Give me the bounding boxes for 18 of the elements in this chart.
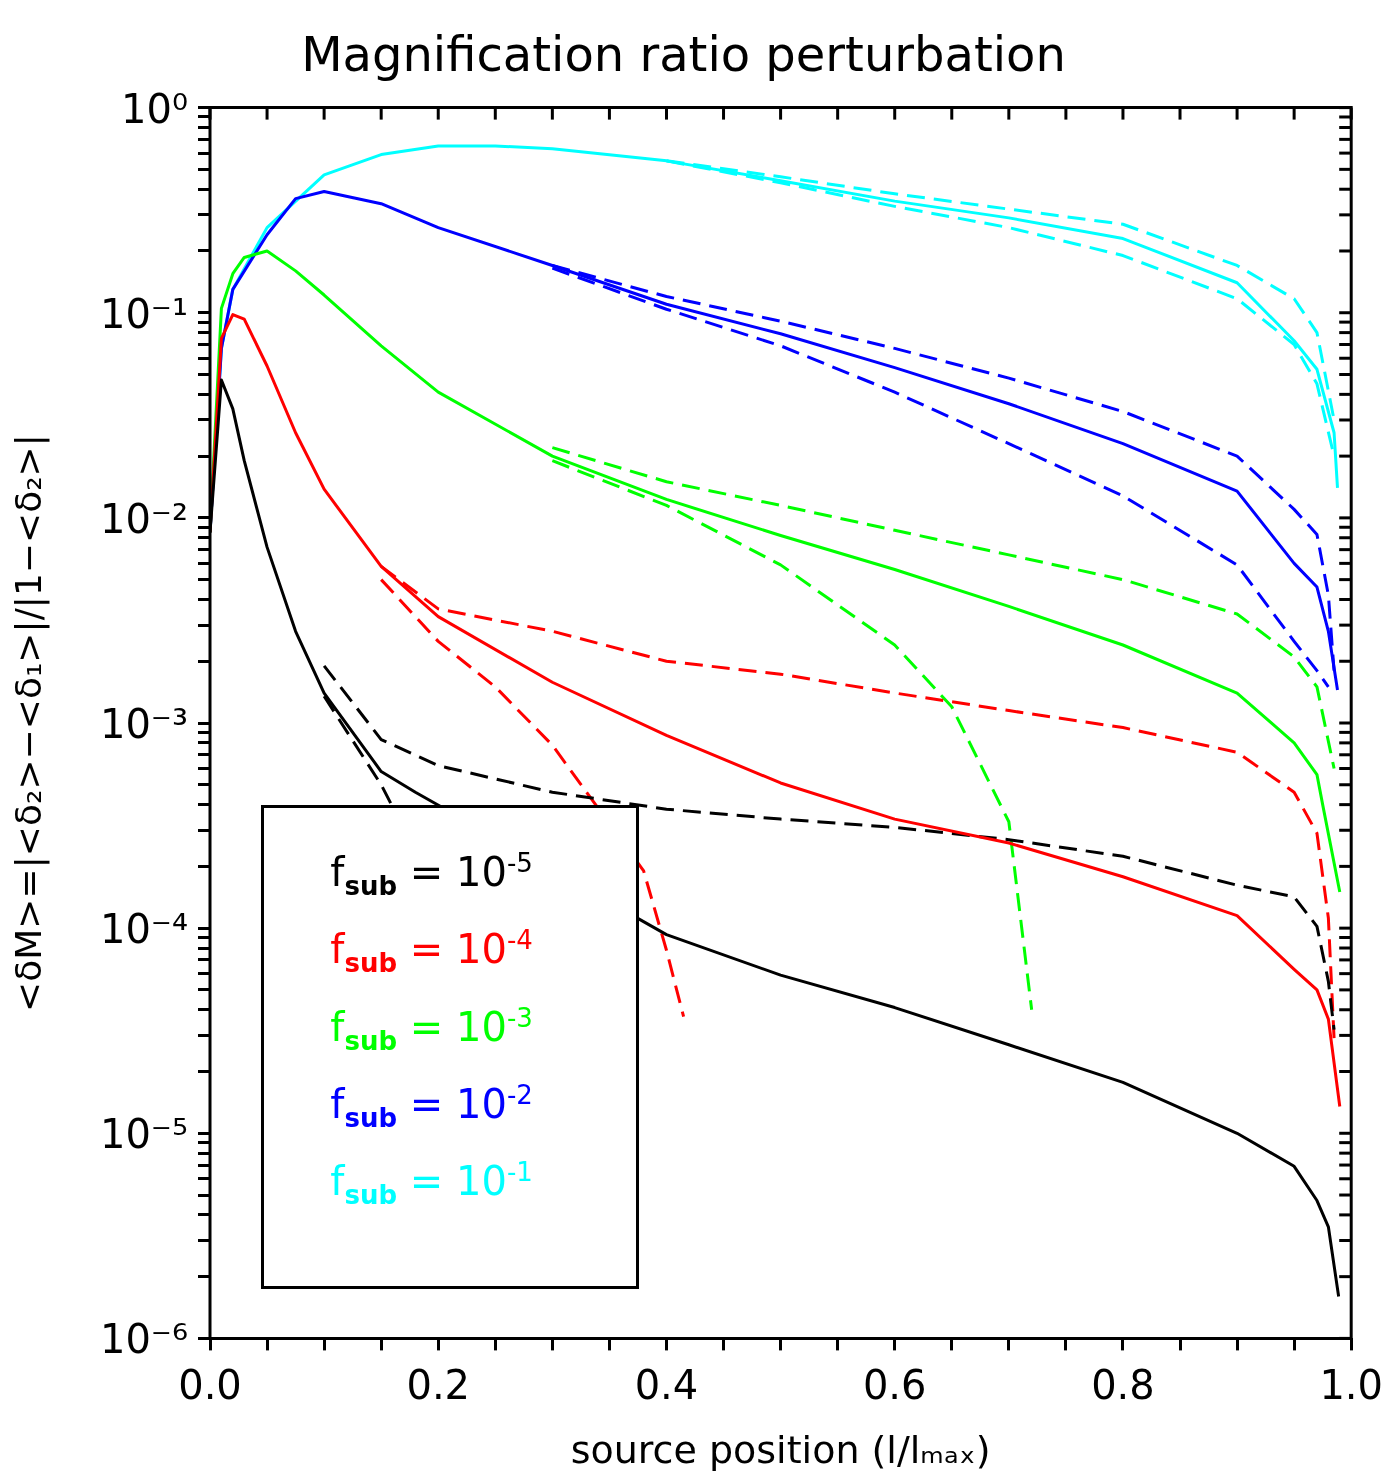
y-axis-title: <δM>=|<δ₂>−<δ₁>|/|1−<δ₂>|: [7, 434, 50, 1012]
y-tick-label: 10⁻¹: [99, 290, 188, 337]
legend: f$_{sub}$ = 10$^{-5}$ f$_{sub}$ = 10$^{-4}$ f$_{sub}$ = 10$^{-3}$ f$_{sub}$ = 10$^{-2}$ f$_{sub}$ = 10$^{-1}$: [261, 805, 640, 1290]
series-label: f$_{sub}$ = 10$^{-5}$: [330, 848, 534, 902]
y-tick-label: 10⁻²: [99, 495, 188, 542]
y-tick-label: 10⁻³: [99, 701, 188, 747]
chart-title: Magnification ratio perturbation: [301, 26, 1066, 83]
y-tick-label: 10⁰: [121, 85, 188, 132]
y-tick-label: 10⁻⁵: [99, 1111, 188, 1158]
y-tick-label: 10⁻⁴: [99, 906, 188, 953]
x-tick-label: 0.2: [406, 1361, 471, 1408]
x-tick-label: 0.6: [862, 1361, 927, 1408]
y-tick-label: 10⁻⁶: [99, 1316, 188, 1363]
x-tick-label: 0.4: [634, 1361, 699, 1408]
x-tick-label: 1.0: [1319, 1361, 1384, 1408]
x-axis-title: source position (l/lₘₐₓ): [570, 1428, 991, 1473]
x-tick-label: 0.0: [178, 1361, 242, 1408]
x-tick-label: 0.8: [1091, 1361, 1155, 1408]
